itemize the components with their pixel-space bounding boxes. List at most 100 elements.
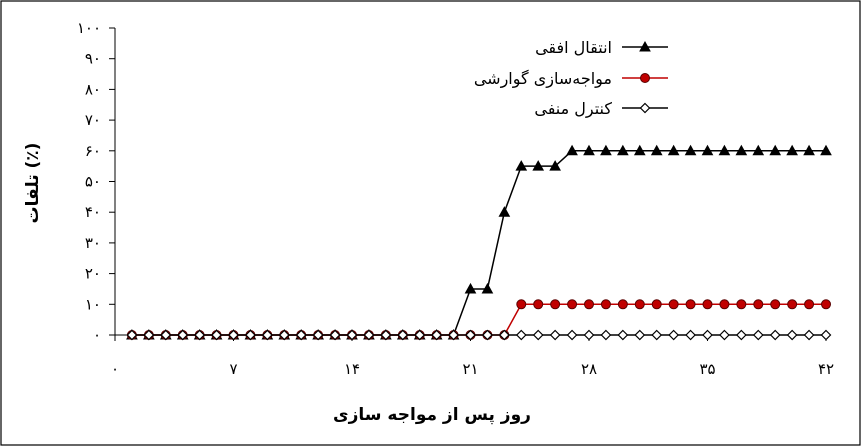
data-point-horizontal-transmission (583, 144, 595, 156)
legend-item-horizontal-transmission: انتقال افقی (535, 38, 668, 57)
x-tick-label: ۲۸ (581, 360, 597, 378)
data-point-negative-control (414, 329, 426, 341)
data-point-negative-control (634, 329, 646, 341)
data-point-horizontal-transmission (549, 160, 561, 171)
data-point-negative-control (769, 329, 781, 341)
series-layer (126, 144, 832, 341)
data-point-negative-control (752, 329, 764, 341)
data-point-horizontal-transmission (769, 144, 782, 156)
data-point-horizontal-transmission (786, 144, 798, 156)
y-tick-label: ۱۰۰ (77, 19, 101, 37)
series-negative-control (126, 329, 832, 341)
data-point-negative-control (431, 329, 442, 341)
data-point-negative-control (363, 329, 375, 341)
data-point-horizontal-transmission (684, 144, 697, 156)
y-tick-label: ۱۰ (85, 295, 101, 313)
data-point-horizontal-transmission (498, 206, 511, 217)
data-point-horizontal-transmission (701, 144, 714, 156)
data-point-oral-exposure (617, 299, 628, 310)
data-point-negative-control (177, 329, 189, 341)
data-point-negative-control (482, 329, 493, 341)
data-point-oral-exposure (634, 299, 645, 310)
data-point-horizontal-transmission (515, 160, 528, 171)
legend: انتقال افقی مواجه‌سازی گوارشی کنترل منفی (474, 38, 668, 119)
legend-swatch-marker (639, 102, 651, 114)
data-point-oral-exposure (668, 299, 679, 310)
data-point-oral-exposure (516, 299, 527, 310)
data-point-horizontal-transmission (600, 144, 612, 156)
data-point-horizontal-transmission (667, 144, 680, 156)
data-point-negative-control (820, 329, 832, 341)
data-point-negative-control (143, 329, 155, 341)
data-point-oral-exposure (719, 299, 730, 310)
data-point-oral-exposure (550, 299, 561, 310)
data-point-negative-control (532, 329, 544, 341)
data-point-horizontal-transmission (566, 144, 578, 156)
data-point-negative-control (329, 329, 341, 341)
data-point-horizontal-transmission (718, 144, 731, 156)
y-tick-label: ۷۰ (85, 111, 101, 129)
data-point-negative-control (228, 329, 239, 341)
data-point-oral-exposure (600, 299, 611, 310)
data-point-oral-exposure (804, 299, 815, 310)
data-point-negative-control (617, 329, 629, 341)
data-point-horizontal-transmission (650, 144, 663, 156)
data-point-oral-exposure (533, 299, 544, 310)
data-point-oral-exposure (702, 299, 713, 310)
data-point-negative-control (346, 329, 358, 341)
data-point-negative-control (312, 329, 324, 341)
y-tick-label: ۳۰ (85, 234, 101, 252)
y-axis-title: تلفات (٪) (23, 143, 43, 224)
y-tick-label: ۰ (93, 326, 101, 344)
data-point-negative-control (600, 329, 612, 341)
data-point-negative-control (448, 329, 459, 341)
data-point-negative-control (499, 329, 510, 341)
legend-item-oral-exposure: مواجه‌سازی گوارشی (474, 69, 668, 89)
data-point-negative-control (262, 329, 273, 341)
data-point-oral-exposure (685, 299, 696, 310)
data-point-horizontal-transmission (752, 144, 765, 156)
data-point-oral-exposure (651, 299, 662, 310)
y-tick-label: ۹۰ (85, 50, 101, 68)
data-point-horizontal-transmission (803, 144, 815, 156)
data-point-negative-control (685, 329, 696, 341)
data-point-oral-exposure (821, 299, 831, 310)
data-point-negative-control (465, 329, 476, 341)
y-tick-label: ۴۰ (85, 203, 101, 221)
legend-label: مواجه‌سازی گوارشی (474, 69, 612, 89)
data-point-oral-exposure (567, 299, 578, 310)
x-axis-title: روز پس از مواجه سازی (333, 405, 531, 425)
y-tick-label: ۲۰ (85, 265, 101, 283)
data-point-oral-exposure (736, 299, 747, 310)
x-tick-label: ۱۴ (344, 360, 360, 378)
data-point-negative-control (278, 329, 290, 341)
data-point-negative-control (295, 329, 307, 341)
data-point-oral-exposure (584, 299, 594, 310)
data-point-negative-control (380, 329, 392, 341)
y-ticks: ۰ ۱۰ ۲۰ ۳۰ ۴۰ ۵۰ ۶۰ ۷۰ ۸۰ ۹۰ ۱۰۰ (77, 19, 115, 344)
data-point-horizontal-transmission (633, 144, 646, 156)
data-point-negative-control (668, 329, 679, 341)
y-tick-label: ۸۰ (85, 80, 101, 98)
data-point-negative-control (515, 329, 527, 341)
data-point-oral-exposure (787, 299, 798, 310)
data-point-negative-control (245, 329, 256, 341)
data-point-negative-control (651, 329, 663, 341)
legend-swatch-marker (639, 40, 651, 52)
data-point-horizontal-transmission (464, 282, 477, 294)
data-point-negative-control (211, 329, 222, 341)
data-point-horizontal-transmission (532, 160, 545, 171)
data-point-negative-control (126, 329, 138, 341)
data-point-horizontal-transmission (735, 144, 748, 156)
data-point-horizontal-transmission (617, 144, 629, 156)
data-point-oral-exposure (753, 299, 764, 310)
data-point-negative-control (803, 329, 815, 341)
data-point-negative-control (702, 329, 713, 341)
data-point-negative-control (583, 329, 595, 341)
legend-item-negative-control: کنترل منفی (534, 99, 668, 119)
data-point-negative-control (786, 329, 798, 341)
data-point-horizontal-transmission (481, 282, 494, 294)
